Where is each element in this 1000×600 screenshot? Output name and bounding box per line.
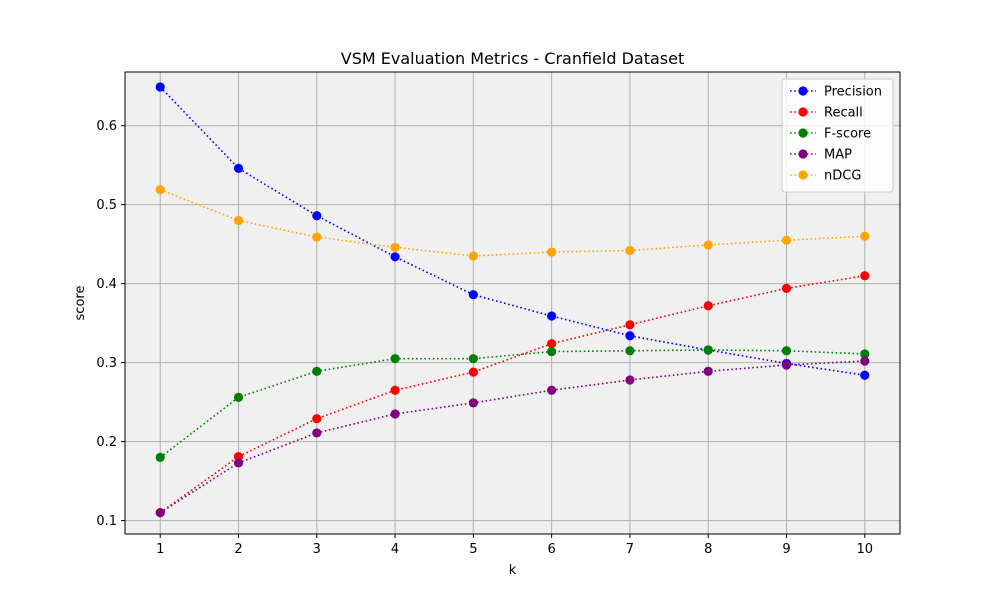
- data-point: [468, 354, 478, 364]
- data-point: [860, 370, 870, 380]
- data-point: [625, 375, 635, 385]
- data-point: [390, 242, 400, 252]
- data-point: [155, 82, 165, 92]
- data-point: [233, 452, 244, 462]
- data-point: [781, 346, 792, 356]
- y-tick-label: 0.6: [96, 119, 117, 134]
- data-point: [312, 232, 322, 242]
- legend-marker: [798, 107, 808, 117]
- data-point: [781, 360, 792, 370]
- x-axis-label: k: [509, 563, 517, 578]
- data-point: [312, 428, 322, 438]
- data-point: [468, 251, 478, 261]
- data-point: [781, 235, 792, 245]
- data-point: [233, 215, 244, 226]
- axes: 1 2 3 4 5 6 7 8 9 10 0.1 0.2 0.3 0.4 0.5 0.6: [96, 71, 901, 557]
- x-tick-label: 7: [626, 542, 634, 557]
- legend-label: MAP: [824, 148, 852, 163]
- data-point: [703, 366, 713, 376]
- data-point: [547, 385, 557, 395]
- x-tick-label: 2: [234, 542, 242, 557]
- legend-label: Recall: [824, 106, 863, 121]
- data-point: [547, 339, 557, 349]
- legend-marker: [798, 128, 808, 138]
- data-point: [547, 346, 557, 357]
- legend-marker: [798, 170, 808, 180]
- data-point: [390, 354, 400, 364]
- data-point: [155, 452, 165, 462]
- legend-marker: [798, 149, 808, 159]
- x-tick-label: 1: [156, 542, 164, 557]
- data-point: [860, 356, 870, 366]
- data-point: [703, 240, 713, 250]
- legend-label: Precision: [824, 85, 882, 100]
- series-line-f-score: [159, 349, 865, 459]
- data-point: [233, 163, 244, 173]
- data-point: [547, 247, 557, 257]
- series-lines: [155, 82, 870, 518]
- data-point: [155, 185, 165, 195]
- x-tick-label: 5: [469, 542, 477, 557]
- data-point: [703, 345, 713, 355]
- data-point: [312, 211, 322, 221]
- data-point: [703, 301, 713, 311]
- chart-title: VSM Evaluation Metrics - Cranfield Datas…: [341, 49, 684, 68]
- data-point: [625, 320, 635, 330]
- y-tick-label: 0.2: [96, 435, 117, 450]
- data-point: [312, 366, 322, 376]
- data-point: [155, 508, 165, 518]
- series-line-map: [159, 360, 865, 514]
- data-point: [781, 283, 792, 293]
- data-point: [468, 367, 478, 377]
- legend: Precision Recall F-score MAP nDCG: [781, 78, 894, 193]
- series-line-precision: [159, 86, 865, 377]
- data-point: [625, 331, 635, 341]
- legend-label: nDCG: [824, 169, 861, 184]
- legend-label: F-score: [824, 127, 871, 142]
- series-line-recall: [159, 274, 865, 514]
- y-tick-label: 0.4: [96, 277, 117, 292]
- x-tick-label: 3: [313, 542, 321, 557]
- data-point: [860, 271, 870, 281]
- data-point: [860, 349, 870, 359]
- data-point: [860, 231, 870, 241]
- y-tick-label: 0.3: [96, 356, 117, 371]
- data-point: [468, 290, 478, 300]
- y-tick-label: 0.5: [96, 198, 117, 213]
- data-point: [625, 346, 635, 356]
- data-point: [547, 311, 557, 321]
- data-point: [625, 245, 635, 256]
- x-tick-label: 10: [856, 542, 873, 557]
- x-tick-label: 9: [782, 542, 790, 557]
- plot-frame: [124, 71, 901, 535]
- data-point: [390, 252, 400, 262]
- x-tick-label: 4: [391, 542, 399, 557]
- y-tick-label: 0.1: [96, 514, 117, 529]
- y-axis-label: score: [73, 286, 88, 321]
- data-point: [390, 385, 400, 395]
- data-point: [468, 398, 478, 408]
- x-tick-label: 8: [704, 542, 712, 557]
- legend-box: [781, 78, 894, 193]
- data-point: [233, 458, 244, 468]
- data-point: [233, 392, 244, 402]
- data-point: [390, 409, 400, 419]
- data-point: [312, 414, 322, 424]
- legend-marker: [798, 86, 808, 96]
- x-tick-label: 6: [548, 542, 556, 557]
